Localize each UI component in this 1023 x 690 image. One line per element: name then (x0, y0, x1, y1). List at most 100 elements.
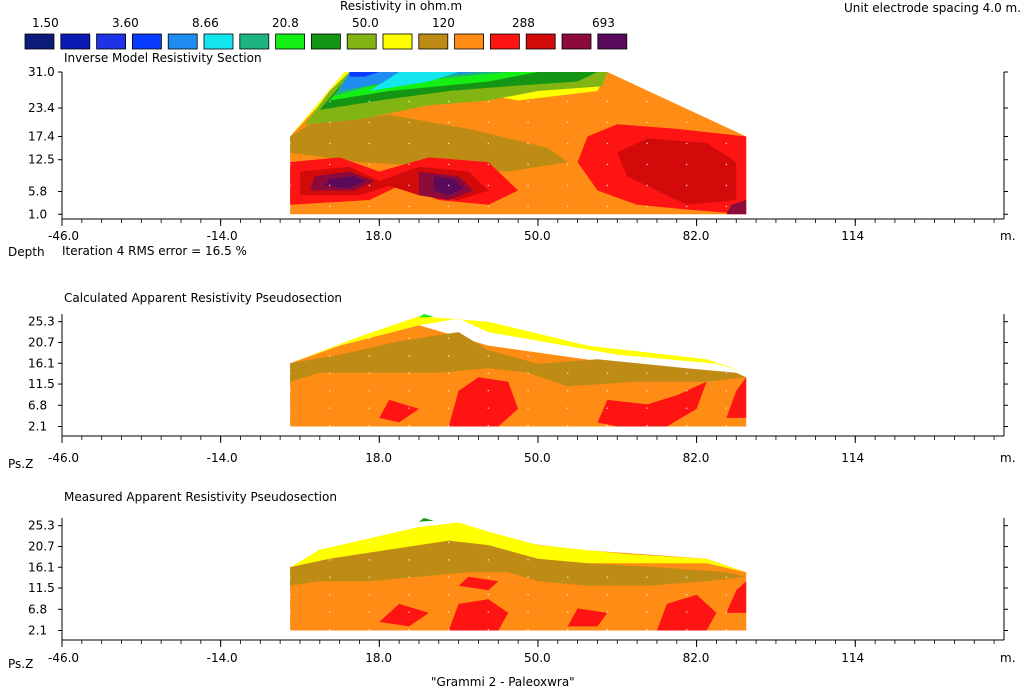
data-point (606, 424, 609, 427)
axes: -46.0 -14.0 18.0 50.0 82.0 114 m. 1.0 5.8 12.5 17.… (28, 65, 1016, 243)
data-point (328, 628, 331, 631)
data-point (447, 372, 450, 375)
legend-swatch (418, 33, 449, 50)
data-point (289, 559, 291, 561)
data-point (289, 100, 291, 103)
data-point (646, 142, 648, 145)
data-point (447, 424, 450, 427)
data-point (646, 372, 648, 375)
legend-tick-label: 3.60 (112, 16, 139, 30)
data-point (566, 389, 569, 392)
data-point (646, 337, 648, 340)
data-point (328, 337, 331, 340)
data-point (328, 389, 331, 392)
contour-region (726, 581, 747, 613)
panel-title: Inverse Model Resistivity Section (64, 51, 262, 65)
data-point (447, 576, 450, 579)
data-point (447, 163, 450, 166)
data-point (685, 121, 688, 124)
legend-swatch (131, 33, 162, 50)
data-point (289, 424, 291, 427)
data-point (289, 593, 291, 596)
data-point (725, 184, 728, 187)
data-point (328, 611, 331, 613)
inverse-model-panel: Inverse Model Resistivity Section Iterati… (8, 51, 1016, 259)
data-point (646, 541, 648, 544)
legend-swatch (310, 33, 341, 50)
contour-region (349, 72, 380, 77)
data-point (368, 337, 371, 340)
data-point (328, 576, 331, 579)
data-point (289, 628, 291, 631)
data-point (408, 184, 410, 187)
x-tick-label: -46.0 (48, 451, 79, 465)
y-tick-label: 2.1 (28, 420, 47, 434)
data-point (725, 389, 728, 392)
legend-swatch (239, 33, 270, 50)
data-point (527, 337, 529, 340)
data-point (408, 100, 410, 103)
contour-region (419, 518, 434, 522)
data-point (447, 611, 450, 613)
x-tick-label: 114 (841, 651, 864, 665)
data-point (408, 372, 410, 375)
data-point (566, 121, 569, 124)
data-point (368, 611, 371, 613)
contour-region (726, 377, 747, 418)
data-point (566, 163, 569, 166)
data-point (408, 593, 410, 596)
data-point (487, 407, 490, 409)
legend-tick-label: 8.66 (192, 16, 219, 30)
y-tick-label: 31.0 (28, 65, 55, 79)
legend-tick-label: 50.0 (352, 16, 379, 30)
data-point (606, 355, 609, 357)
legend-swatch (561, 33, 592, 50)
data-point (368, 121, 371, 124)
data-point (606, 337, 609, 340)
legend-swatch (203, 33, 234, 50)
data-point (527, 100, 529, 103)
data-point (487, 576, 490, 579)
data-point (368, 142, 371, 145)
y-tick-label: 5.8 (28, 184, 47, 198)
legend-swatch (489, 33, 520, 50)
y-tick-label: 1.0 (28, 207, 47, 221)
data-point (487, 184, 490, 187)
legend-swatch (346, 33, 377, 50)
data-point (527, 424, 529, 427)
data-point (368, 628, 371, 631)
contour-region (324, 176, 365, 189)
data-point (646, 355, 648, 357)
data-point (527, 372, 529, 375)
x-unit-label: m. (1000, 651, 1016, 665)
data-point (368, 184, 371, 187)
data-point (606, 541, 609, 544)
data-point (289, 611, 291, 613)
data-point (566, 337, 569, 340)
contour-region (379, 399, 419, 423)
data-point (646, 184, 648, 187)
data-point (408, 541, 410, 544)
data-point (487, 337, 490, 340)
x-tick-label: 82.0 (683, 229, 710, 243)
data-point (328, 559, 331, 561)
data-point (408, 142, 410, 145)
data-point (685, 389, 688, 392)
contour-region (617, 138, 737, 205)
y-tick-label: 11.5 (28, 581, 55, 595)
y-axis-label: Ps.Z (8, 657, 33, 671)
data-point (328, 163, 331, 166)
electrode-spacing-label: Unit electrode spacing 4.0 m. (844, 1, 1021, 15)
data-point (289, 142, 291, 145)
data-point (646, 611, 648, 613)
data-point (606, 163, 609, 166)
y-tick-label: 25.3 (28, 315, 55, 329)
contour-fills (290, 518, 747, 631)
data-point (606, 100, 609, 103)
data-point (566, 142, 569, 145)
data-point (487, 389, 490, 392)
data-point (725, 142, 728, 145)
data-point (725, 100, 728, 103)
data-point (328, 142, 331, 145)
data-point (685, 100, 688, 103)
